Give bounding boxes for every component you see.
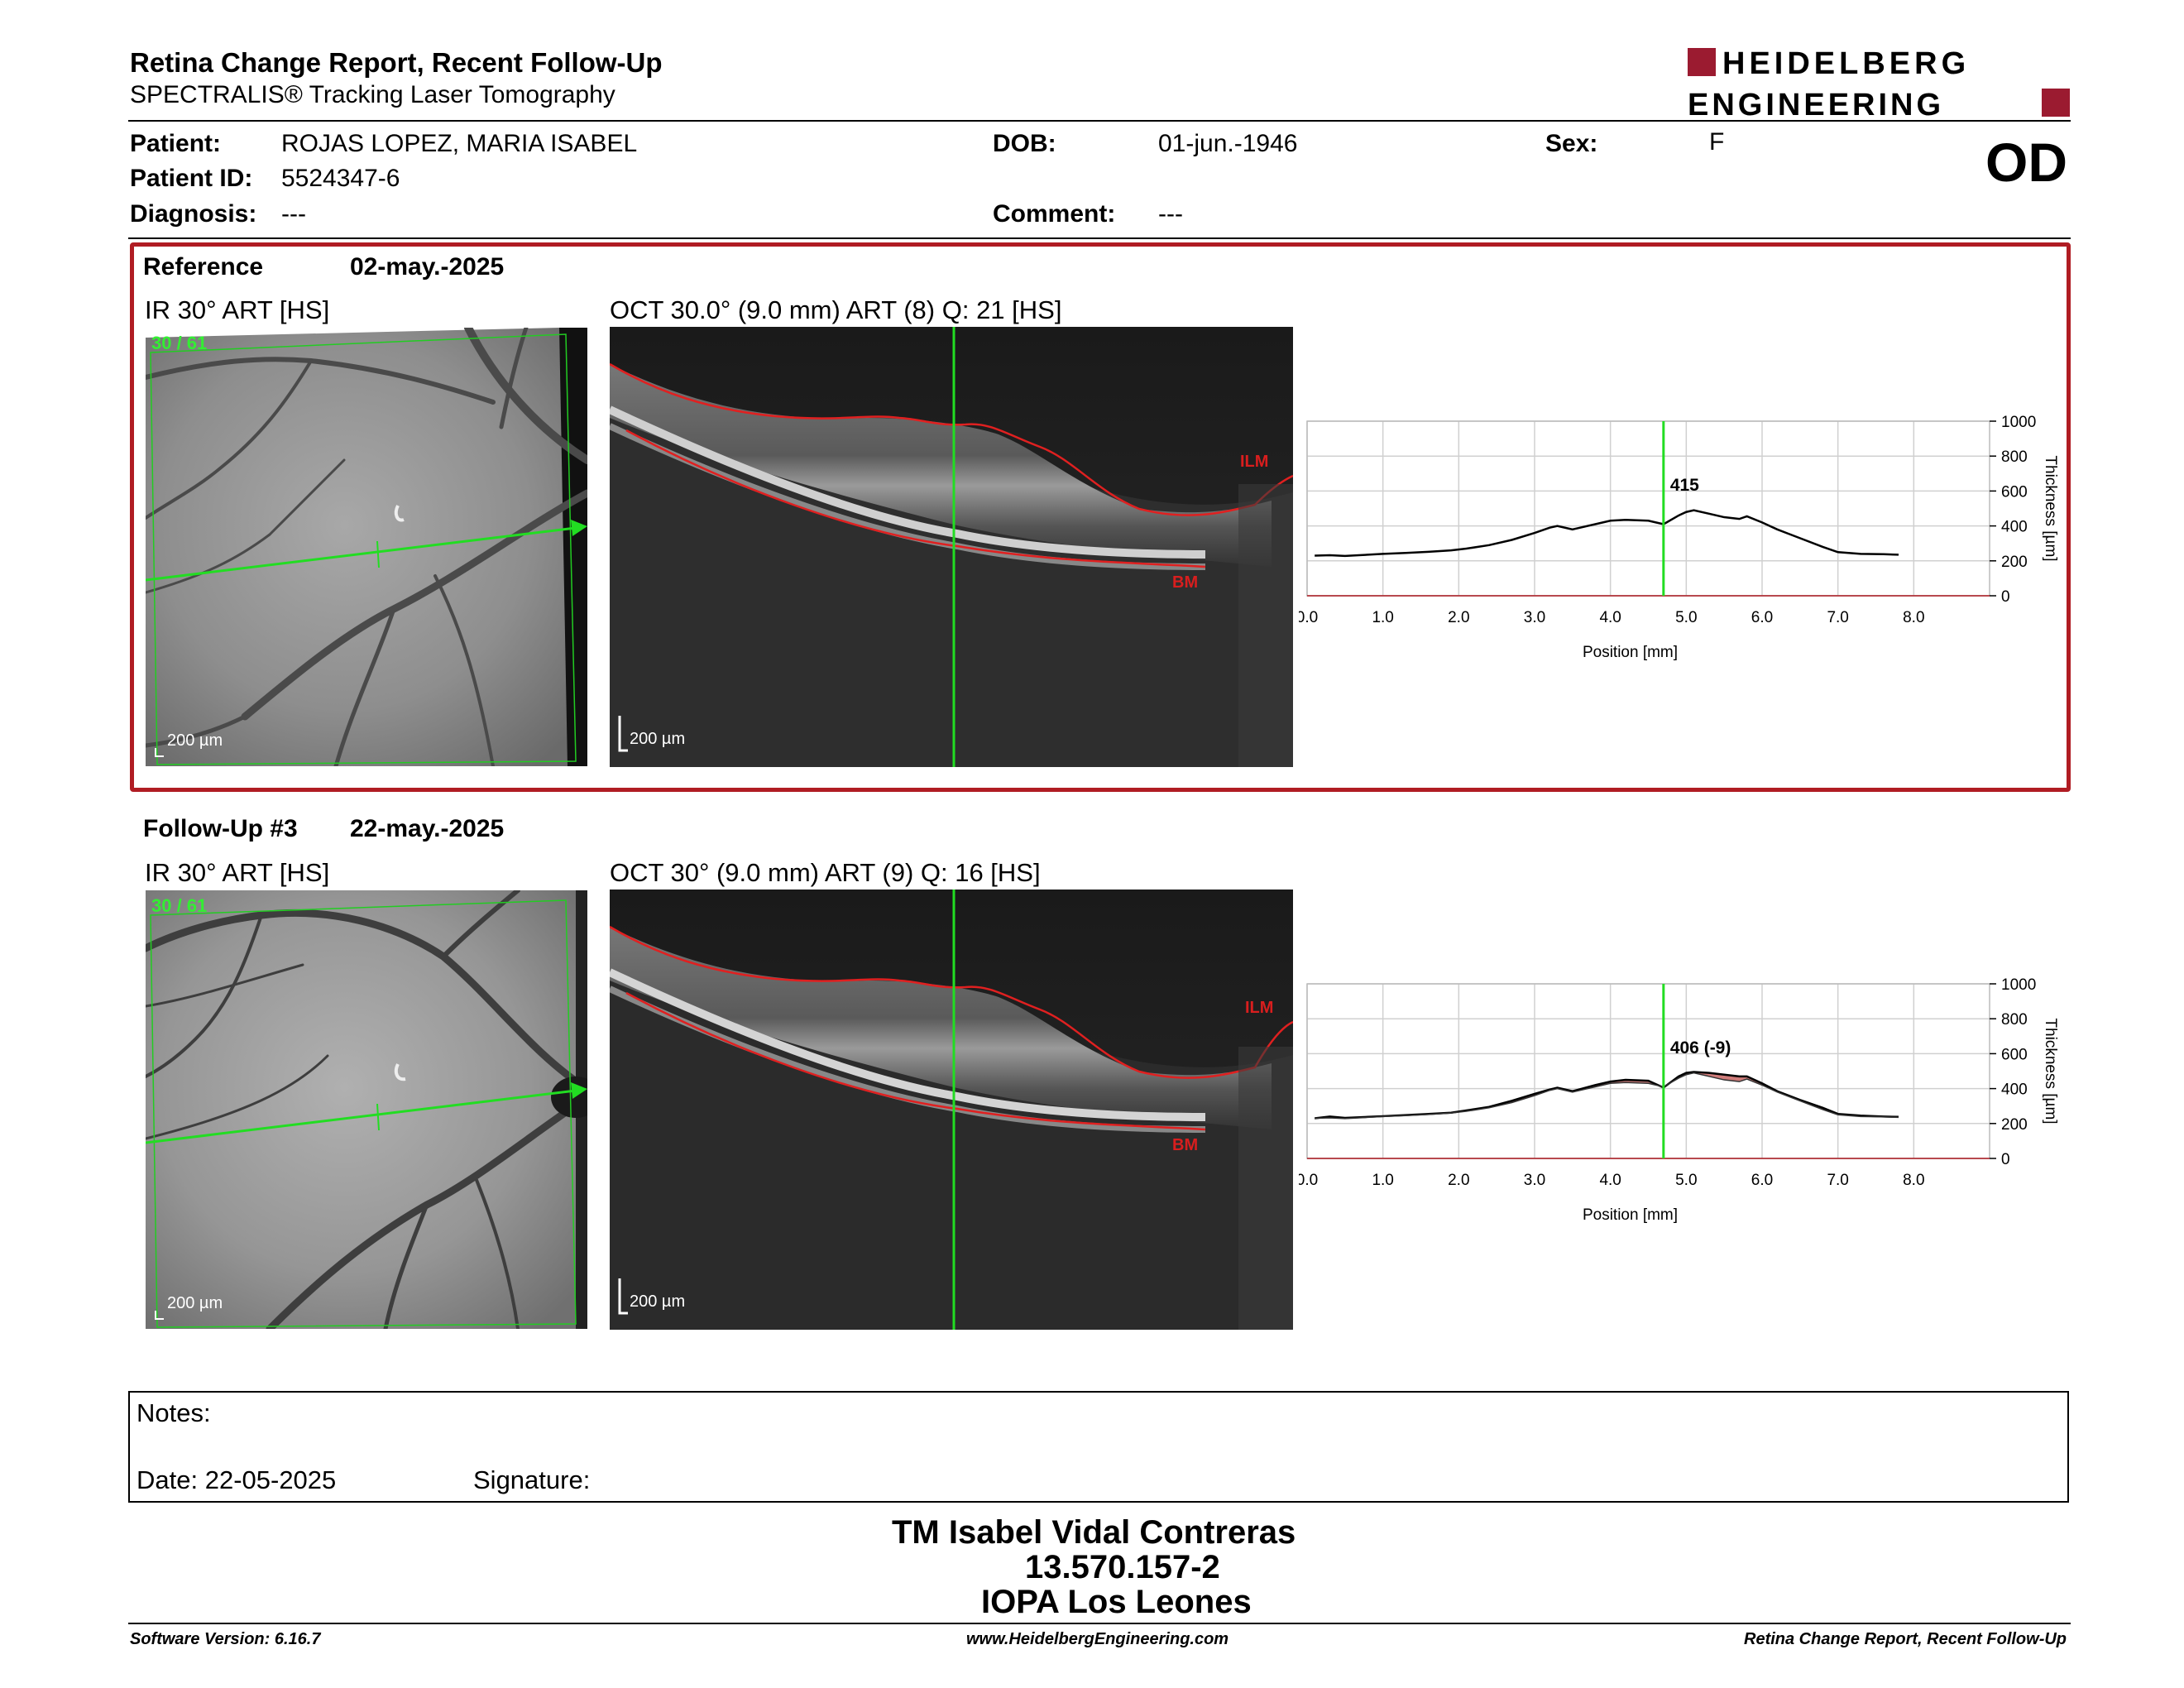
x-tick-label: 5.0 (1675, 1172, 1697, 1189)
followup-oct-scale: 200 µm (630, 1292, 686, 1311)
followup-oct-bscan-image: ILM BM 200 µm (610, 890, 1293, 1330)
dob-label: DOB: (993, 130, 1056, 157)
y-tick-label: 0 (2001, 1151, 2010, 1168)
y-tick-label: 1000 (2001, 414, 2036, 431)
signature-name: TM Isabel Vidal Contreras (892, 1514, 1296, 1551)
svg-text:HEIDELBERG: HEIDELBERG (1722, 46, 1970, 81)
y-tick-label: 200 (2001, 554, 2028, 571)
followup-thickness-chart: 406 (-9) 0 200 400 600 800 1000 0.0 1.0 2.0 3.0 4.0… (1299, 976, 2059, 1224)
x-tick-label: 6.0 (1751, 1172, 1773, 1189)
reference-bm-label: BM (1172, 573, 1199, 592)
y-axis-label: Thickness [µm] (2042, 455, 2059, 561)
cursor-thickness-label: 406 (-9) (1670, 1038, 1731, 1057)
x-axis-label: Position [mm] (1583, 644, 1678, 661)
followup-ilm-label: ILM (1245, 999, 1274, 1017)
notes-box (128, 1391, 2069, 1503)
dob-value: 01-jun.-1946 (1158, 130, 1298, 157)
x-tick-label: 7.0 (1827, 1172, 1848, 1189)
diagnosis-label: Diagnosis: (130, 200, 257, 228)
reference-label: Reference (143, 253, 264, 281)
patient-label: Patient: (130, 130, 222, 157)
notes-signature-label: Signature: (473, 1465, 591, 1494)
footer-report-name: Retina Change Report, Recent Follow-Up (1744, 1630, 2067, 1648)
reference-oct-bscan-image: ILM BM 200 µm (610, 327, 1293, 767)
comment-label: Comment: (993, 200, 1116, 228)
y-tick-label: 0 (2001, 588, 2010, 606)
x-tick-label: 8.0 (1903, 609, 1924, 626)
report-title: Retina Change Report, Recent Follow-Up (130, 47, 663, 78)
followup-oct-title: OCT 30° (9.0 mm) ART (9) Q: 16 [HS] (610, 858, 1041, 887)
reference-section-box (130, 242, 2071, 792)
followup-bm-label: BM (1172, 1136, 1199, 1154)
y-axis-label: Thickness [µm] (2042, 1018, 2059, 1124)
y-tick-label: 600 (2001, 1046, 2028, 1063)
x-tick-label: 2.0 (1448, 609, 1469, 626)
x-tick-label: 4.0 (1599, 1172, 1621, 1189)
x-tick-label: 0.0 (1299, 1172, 1318, 1189)
header-divider (128, 120, 2071, 122)
notes-label: Notes: (136, 1398, 211, 1427)
reference-ilm-label: ILM (1240, 453, 1269, 471)
patient-name: ROJAS LOPEZ, MARIA ISABEL (281, 130, 638, 157)
x-tick-label: 2.0 (1448, 1172, 1469, 1189)
followup-ir-title: IR 30° ART [HS] (145, 858, 330, 887)
notes-date: Date: 22-05-2025 (136, 1465, 337, 1494)
patient-id-label: Patient ID: (130, 165, 253, 192)
x-tick-label: 4.0 (1599, 609, 1621, 626)
reference-ir-title: IR 30° ART [HS] (145, 295, 330, 324)
reference-ir-scan-index: 30 / 61 (151, 333, 208, 353)
reference-date: 02-may.-2025 (350, 253, 505, 281)
x-tick-label: 6.0 (1751, 609, 1773, 626)
y-tick-label: 800 (2001, 1011, 2028, 1029)
eye-label: OD (1985, 132, 2067, 193)
x-tick-label: 3.0 (1524, 1172, 1545, 1189)
footer-divider (128, 1623, 2071, 1624)
y-tick-label: 400 (2001, 1081, 2028, 1099)
sex-label: Sex: (1545, 130, 1598, 157)
signature-institution: IOPA Los Leones (981, 1584, 1252, 1620)
x-tick-label: 3.0 (1524, 609, 1545, 626)
reference-thickness-chart: 415 0 200 400 600 800 1000 0.0 1.0 2.0 3.0 4.0 5.0 6.… (1299, 414, 2059, 661)
thickness-series-line (1315, 1071, 1899, 1120)
diagnosis-value: --- (281, 200, 306, 228)
plot-frame (1306, 983, 1990, 1159)
y-tick-label: 600 (2001, 483, 2028, 501)
x-tick-label: 7.0 (1827, 609, 1848, 626)
reference-ir-fundus-image: 30 / 61 200 µm (146, 328, 587, 766)
signature-rut: 13.570.157-2 (1025, 1549, 1220, 1585)
y-tick-label: 200 (2001, 1116, 2028, 1134)
heidelberg-logo: HEIDELBERG ENGINEERING (1688, 46, 2070, 120)
thickness-series-line (1315, 509, 1899, 558)
x-tick-label: 5.0 (1675, 609, 1697, 626)
reference-ir-scale: 200 µm (167, 731, 223, 750)
cursor-thickness-label: 415 (1670, 476, 1699, 495)
sex-value: F (1709, 128, 1725, 156)
x-tick-label: 1.0 (1372, 609, 1393, 626)
thickness-series-line (1315, 1072, 1899, 1120)
plot-frame (1306, 420, 1990, 597)
x-tick-label: 0.0 (1299, 609, 1318, 626)
y-tick-label: 800 (2001, 448, 2028, 466)
comment-value: --- (1158, 200, 1183, 228)
followup-label: Follow-Up #3 (143, 815, 298, 842)
footer-website: www.HeidelbergEngineering.com (966, 1630, 1229, 1648)
followup-date: 22-may.-2025 (350, 815, 505, 842)
followup-ir-scale: 200 µm (167, 1294, 223, 1312)
thickness-difference-area (1315, 1072, 1899, 1119)
y-tick-label: 1000 (2001, 976, 2036, 994)
followup-ir-scan-index: 30 / 61 (151, 895, 208, 916)
x-tick-label: 8.0 (1903, 1172, 1924, 1189)
footer-software-version: Software Version: 6.16.7 (130, 1630, 321, 1648)
svg-text:ENGINEERING: ENGINEERING (1688, 88, 1944, 120)
followup-ir-fundus-image: 30 / 61 200 µm (146, 890, 587, 1329)
patient-divider (128, 237, 2071, 239)
report-subtitle: SPECTRALIS® Tracking Laser Tomography (130, 81, 615, 108)
y-tick-label: 400 (2001, 519, 2028, 536)
x-axis-label: Position [mm] (1583, 1206, 1678, 1224)
x-tick-label: 1.0 (1372, 1172, 1393, 1189)
patient-id-value: 5524347-6 (281, 165, 400, 192)
reference-oct-title: OCT 30.0° (9.0 mm) ART (8) Q: 21 [HS] (610, 295, 1062, 324)
reference-oct-scale: 200 µm (630, 730, 686, 748)
